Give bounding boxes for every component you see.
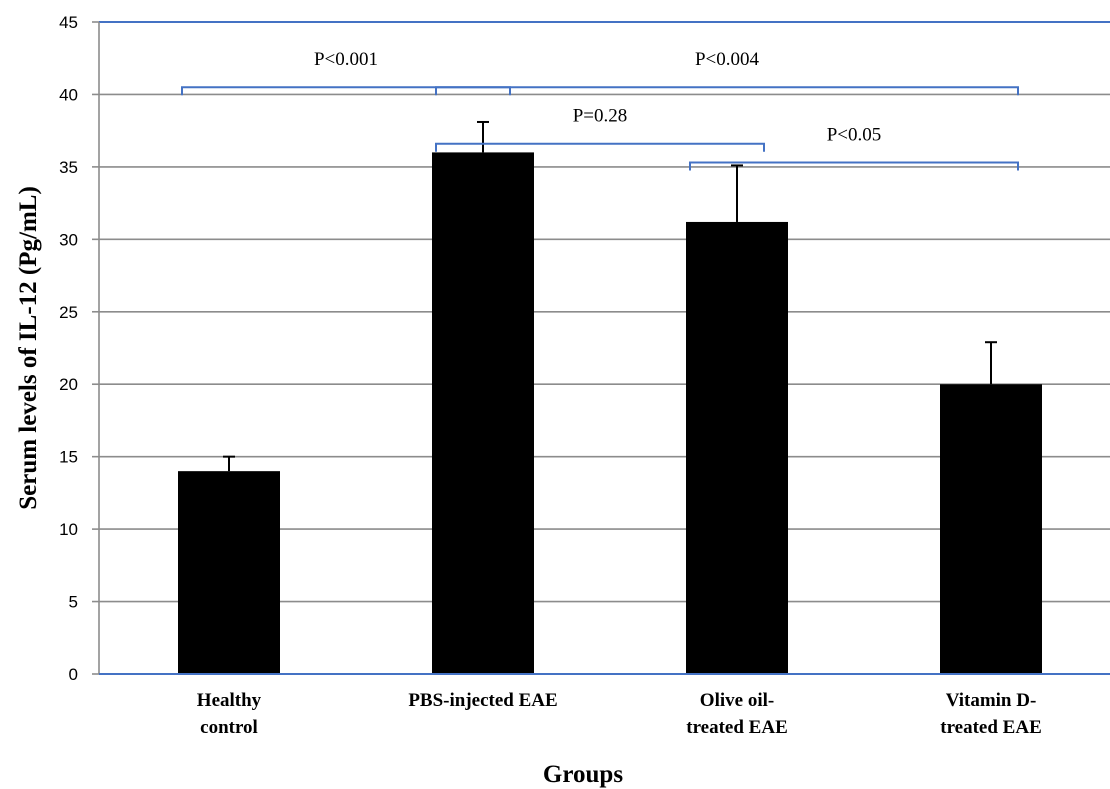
y-tick-label: 20: [59, 375, 78, 394]
bar: [432, 152, 534, 674]
x-axis-title: Groups: [543, 761, 623, 788]
y-tick-label: 30: [59, 230, 78, 249]
x-category-label: Olive oil-treated EAE: [686, 690, 788, 738]
bars: [178, 152, 1042, 675]
y-tick-label: 0: [69, 665, 78, 684]
error-bar: [223, 455, 235, 472]
y-tick-label: 35: [59, 158, 78, 177]
p-value-label: P=0.28: [573, 106, 628, 127]
y-tick-label: 40: [59, 85, 78, 104]
p-value-label: P<0.004: [695, 49, 760, 70]
y-tick-label: 15: [59, 448, 78, 467]
bar: [178, 471, 280, 674]
significance-bracket: P<0.001: [181, 49, 511, 96]
p-value-label: P<0.001: [314, 49, 378, 70]
p-value-label: P<0.05: [827, 125, 882, 146]
y-tick-label: 5: [69, 593, 78, 612]
significance-brackets: P<0.001 P<0.004 P=0.28 P<0.05: [181, 49, 1019, 171]
error-bar: [477, 120, 489, 153]
x-axis-categories: Healthy control PBS-injected EAE Olive oil-…: [197, 690, 1042, 738]
significance-bracket: P<0.004: [435, 49, 1019, 96]
x-category-label: Healthy control: [197, 690, 262, 738]
significance-bracket: P=0.28: [435, 106, 765, 152]
error-bars: [223, 120, 997, 472]
y-axis-ticks: 0 5 10 15 20 25 30 35 40 45: [59, 13, 99, 684]
y-tick-label: 45: [59, 13, 78, 32]
bar: [686, 221, 788, 675]
significance-bracket: P<0.05: [689, 125, 1019, 171]
error-bar: [985, 341, 997, 385]
bar: [940, 384, 1042, 674]
x-category-label: PBS-injected EAE: [408, 690, 557, 711]
y-tick-label: 25: [59, 303, 78, 322]
x-category-label: Vitamin D-treated EAE: [940, 690, 1042, 738]
error-bar: [731, 164, 743, 222]
y-tick-label: 10: [59, 520, 78, 539]
y-axis-title: Serum levels of IL-12 (Pg/mL): [15, 186, 42, 510]
